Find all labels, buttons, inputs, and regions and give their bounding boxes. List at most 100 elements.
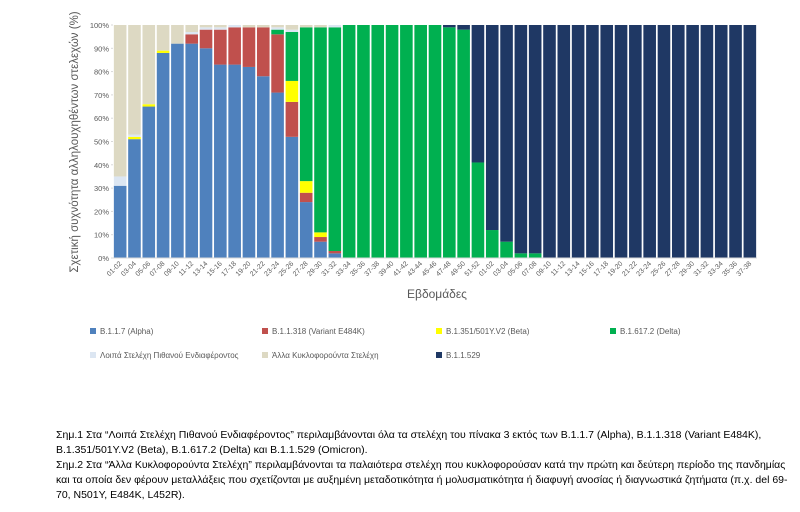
bar-segment: [471, 162, 485, 258]
bar-segment: [671, 25, 685, 258]
bar-segment: [500, 25, 513, 242]
legend-swatch: [90, 352, 96, 358]
chart: Σχετική συχνότητα αλληλουχηθέντων στελεχ…: [69, 11, 757, 360]
legend-label: B.1.351/501Y.V2 (Beta): [446, 327, 530, 336]
x-tick-label: 47-48: [435, 260, 453, 278]
x-tick-label: 13-14: [192, 260, 210, 278]
y-axis-label: Σχετική συχνότητα αλληλουχηθέντων στελεχ…: [69, 11, 81, 272]
bar-segment: [342, 25, 356, 258]
bar-segment: [228, 64, 241, 258]
x-tick-label: 05-06: [507, 260, 525, 278]
bar-segment: [113, 176, 127, 186]
bar-segment: [285, 101, 299, 137]
bar-segment: [314, 237, 327, 242]
x-tick-label: 33-34: [707, 260, 725, 278]
bar-segment: [314, 25, 327, 28]
bar-segment: [643, 25, 656, 258]
bar-segment: [242, 27, 256, 67]
bar-segment: [528, 253, 542, 258]
bar-segment: [185, 43, 199, 258]
bar-segment: [328, 251, 342, 254]
y-tick-label: 20%: [94, 207, 109, 216]
bar-segment: [171, 25, 184, 44]
bar-segment: [185, 31, 199, 35]
x-tick-label: 07-08: [149, 260, 167, 278]
bar-segment: [256, 25, 270, 28]
bar-segment: [199, 29, 213, 49]
legend-swatch: [262, 328, 268, 334]
bar-segment: [256, 76, 270, 258]
legend-swatch: [436, 328, 442, 334]
x-tick-label: 09-10: [535, 260, 553, 278]
bar-segment: [214, 64, 227, 258]
bar-segment: [528, 25, 542, 254]
bar-segment: [314, 27, 327, 233]
bar-segment: [428, 25, 442, 258]
x-tick-label: 17-18: [593, 260, 611, 278]
bar-segment: [271, 29, 284, 35]
bar-segment: [271, 34, 284, 93]
bar-segment: [199, 48, 213, 258]
x-tick-label: 35-36: [349, 260, 367, 278]
x-tick-label: 23-24: [263, 260, 281, 278]
notes: Σημ.1 Στα “Λοιπά Στελέχη Πιθανού Ενδιαφέ…: [56, 428, 791, 503]
bar-segment: [543, 25, 556, 258]
bar-segment: [271, 27, 284, 30]
bar-segment: [514, 25, 528, 254]
x-tick-label: 21-22: [249, 260, 267, 278]
bar-segment: [299, 25, 313, 28]
x-tick-label: 05-06: [135, 260, 153, 278]
bar-segment: [285, 136, 299, 258]
legend-label: B.1.1.318 (Variant E484K): [272, 327, 365, 336]
y-tick-label: 80%: [94, 68, 109, 77]
bar-segment: [128, 139, 141, 258]
x-tick-label: 51-52: [464, 260, 482, 278]
bar-segment: [457, 29, 470, 258]
y-tick-label: 30%: [94, 184, 109, 193]
x-tick-label: 27-28: [292, 260, 310, 278]
y-tick-label: 90%: [94, 44, 109, 53]
bar-segment: [443, 27, 456, 258]
bar-segment: [156, 50, 170, 53]
x-tick-label: 31-32: [693, 260, 711, 278]
bar-segment: [414, 25, 427, 258]
bar-segment: [500, 241, 513, 258]
bar-segment: [128, 136, 141, 140]
bar-segment: [113, 25, 127, 177]
bar-segment: [228, 25, 241, 28]
bar-segment: [242, 25, 256, 28]
bar-segment: [271, 92, 284, 258]
x-tick-label: 23-24: [635, 260, 653, 278]
x-tick-label: 13-14: [564, 260, 582, 278]
x-tick-label: 33-34: [335, 260, 353, 278]
bar-segment: [400, 25, 413, 258]
bar-segment: [328, 253, 342, 258]
bar-segment: [328, 27, 342, 252]
legend-swatch: [436, 352, 442, 358]
x-tick-label: 19-20: [607, 260, 625, 278]
bar-segment: [457, 25, 470, 30]
y-tick-label: 70%: [94, 91, 109, 100]
bar-segment: [299, 27, 313, 182]
bar-segment: [214, 29, 227, 65]
y-tick-label: 100%: [90, 21, 110, 30]
legend-label: Άλλα Κυκλοφορούντα Στελέχη: [272, 351, 379, 360]
bar-segment: [199, 25, 213, 28]
x-tick-label: 17-18: [220, 260, 238, 278]
x-tick-label: 01-02: [478, 260, 496, 278]
x-tick-label: 43-44: [406, 260, 424, 278]
bar-segment: [629, 25, 642, 258]
x-tick-label: 09-10: [163, 260, 181, 278]
x-tick-label: 29-30: [678, 260, 696, 278]
x-tick-label: 03-04: [492, 260, 510, 278]
bar-segment: [142, 104, 156, 107]
bar-segment: [743, 25, 757, 258]
bar-segment: [371, 25, 385, 258]
bar-segment: [242, 66, 256, 258]
bar-segment: [285, 80, 299, 102]
bar-segment: [256, 27, 270, 77]
legend-label: B.1.617.2 (Delta): [620, 327, 681, 336]
bar-segment: [299, 181, 313, 193]
legend-swatch: [610, 328, 616, 334]
bar-segment: [443, 25, 456, 28]
